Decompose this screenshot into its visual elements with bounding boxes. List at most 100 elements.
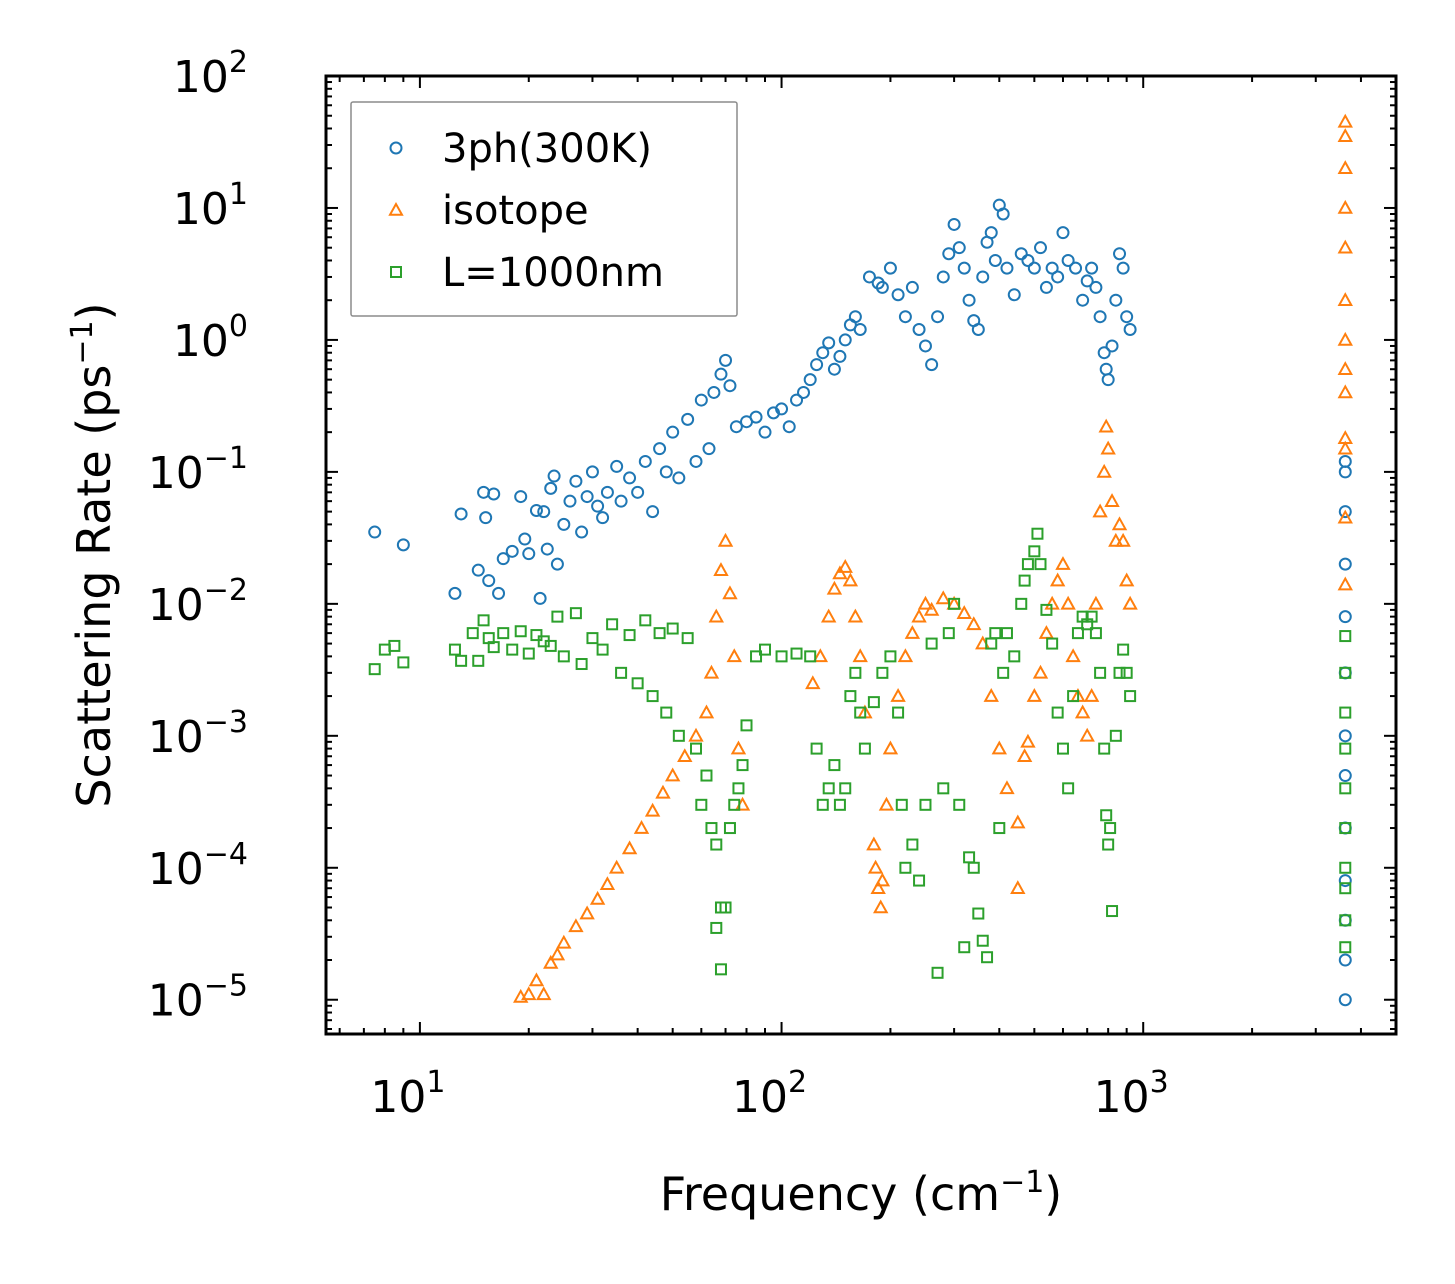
data-point (514, 625, 527, 638)
data-point (633, 819, 650, 834)
data-point (1040, 603, 1053, 616)
data-point (514, 490, 528, 504)
data-point (730, 740, 747, 755)
data-point (506, 643, 519, 656)
series-triangle (513, 113, 1353, 1003)
data-point (937, 782, 950, 795)
data-point (1016, 748, 1033, 763)
data-point (700, 769, 713, 782)
data-point (790, 393, 804, 407)
data-point (1102, 838, 1115, 851)
data-point (702, 442, 716, 456)
data-point (529, 503, 543, 517)
series-square (368, 527, 1352, 979)
data-point (1067, 690, 1080, 703)
data-point (672, 729, 685, 742)
data-point (368, 525, 382, 539)
data-point (993, 822, 1006, 835)
data-point (1056, 226, 1070, 240)
data-point (1108, 532, 1124, 547)
data-point (482, 574, 496, 588)
data-point (925, 358, 939, 372)
data-point (471, 563, 485, 577)
data-point (1337, 239, 1353, 254)
data-point (1339, 861, 1352, 874)
data-point (899, 861, 912, 874)
data-point (1015, 597, 1028, 610)
data-point (878, 796, 895, 811)
data-point (952, 241, 966, 255)
data-point (1094, 666, 1107, 679)
data-point (714, 367, 728, 381)
data-point (1098, 418, 1114, 433)
data-point (454, 507, 468, 521)
data-point (906, 838, 919, 851)
data-point (905, 280, 919, 294)
data-point (1060, 595, 1076, 610)
data-point (1337, 509, 1353, 524)
data-point (1020, 733, 1036, 748)
data-point (540, 542, 554, 556)
data-point (749, 410, 763, 424)
data-point (991, 740, 1007, 755)
x-tick-label: 103 (1094, 1065, 1169, 1123)
data-point (623, 629, 636, 642)
data-point (646, 690, 659, 703)
data-point (530, 629, 543, 642)
data-point (1038, 625, 1055, 639)
data-point (714, 963, 727, 976)
data-point (1056, 742, 1069, 755)
data-point (638, 454, 652, 468)
data-point (1338, 505, 1352, 519)
legend-marker (388, 201, 404, 216)
data-point (981, 951, 994, 964)
data-point (820, 608, 837, 623)
y-tick-label: 102 (173, 45, 248, 103)
data-point (1031, 527, 1044, 540)
data-point (1338, 610, 1352, 624)
data-point (822, 336, 836, 350)
data-point (875, 280, 889, 294)
y-tick-label: 10−4 (148, 837, 248, 895)
data-point (388, 639, 401, 652)
data-point (646, 505, 660, 519)
data-point (644, 802, 661, 817)
data-point (397, 656, 410, 669)
data-point (897, 648, 914, 663)
data-point (816, 346, 830, 360)
data-point (1061, 253, 1075, 267)
data-point (547, 469, 561, 483)
data-point (1338, 666, 1352, 680)
data-point (1101, 373, 1115, 387)
data-point (1104, 493, 1120, 507)
data-point (1010, 814, 1026, 829)
data-point (1085, 261, 1099, 275)
data-point (1055, 556, 1071, 570)
data-point (487, 641, 500, 654)
data-point (729, 420, 743, 434)
data-point (477, 614, 490, 627)
legend-marker (390, 266, 402, 278)
data-point (1089, 627, 1102, 640)
data-point (976, 934, 989, 947)
data-point (935, 590, 951, 605)
data-point (839, 782, 852, 795)
data-point (873, 899, 889, 914)
legend-marker (389, 141, 403, 155)
data-point (1113, 666, 1126, 679)
data-point (1105, 339, 1119, 353)
data-point (1339, 941, 1352, 954)
data-point (533, 591, 547, 605)
data-point (1007, 288, 1021, 302)
data-point (1109, 293, 1123, 307)
data-point (664, 767, 681, 782)
data-point (858, 742, 871, 755)
y-tick-label: 10−5 (148, 969, 248, 1027)
data-point (653, 627, 666, 640)
data-point (672, 471, 686, 485)
data-point (1339, 630, 1352, 643)
data-point (828, 759, 841, 772)
data-point (797, 385, 811, 399)
data-point (904, 625, 921, 639)
